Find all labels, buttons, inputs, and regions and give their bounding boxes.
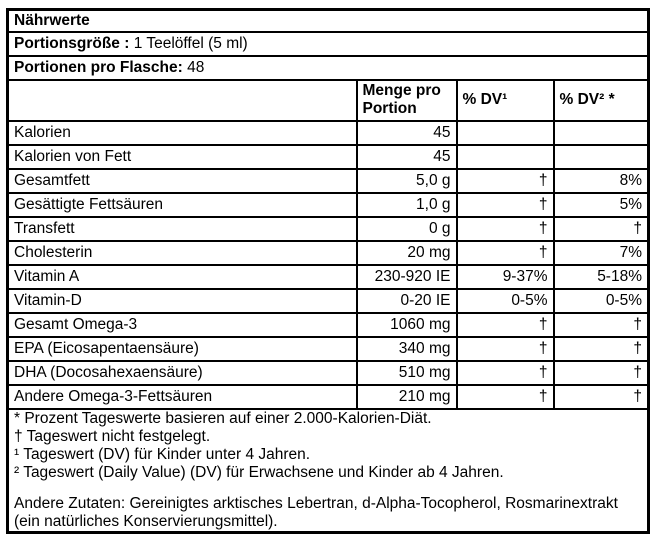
- footnote-dagger: † Tageswert nicht festgelegt.: [14, 427, 211, 445]
- nutrient-dv1: [455, 143, 555, 170]
- nutrient-amount: 1060 mg: [355, 311, 458, 338]
- table-row-epa: EPA (Eicosapentaensäure) 340 mg † †: [6, 335, 650, 362]
- title-cell: Nährwerte: [6, 8, 650, 33]
- table-row-transfett: Transfett 0 g † †: [6, 215, 650, 242]
- nutrient-dv2: †: [552, 383, 650, 410]
- nutrient-dv1: [455, 119, 555, 146]
- serving-size-value: 1 Teelöffel (5 ml): [133, 34, 248, 52]
- nutrient-dv1: †: [455, 167, 555, 194]
- nutrient-name: Andere Omega-3-Fettsäuren: [6, 383, 358, 410]
- table-row-vitamin-a: Vitamin A 230-920 IE 9-37% 5-18%: [6, 263, 650, 290]
- serving-size-label: Portionsgröße :: [14, 34, 130, 52]
- nutrient-dv2: †: [552, 335, 650, 362]
- table-row-kalorien-von-fett: Kalorien von Fett 45: [6, 143, 650, 170]
- serving-size-row: Portionsgröße : 1 Teelöffel (5 ml): [6, 30, 650, 57]
- nutrient-dv1: 9-37%: [455, 263, 555, 290]
- footnote-percent-daily-values: * Prozent Tageswerte basieren auf einer …: [14, 409, 432, 427]
- nutrient-dv1: †: [455, 359, 555, 386]
- servings-per-bottle-label: Portionen pro Flasche:: [14, 58, 183, 76]
- nutrient-dv2: 5-18%: [552, 263, 650, 290]
- nutrient-dv2: [552, 143, 650, 170]
- nutrient-amount: 5,0 g: [355, 167, 458, 194]
- nutrient-dv2: †: [552, 215, 650, 242]
- nutrient-dv2: 7%: [552, 239, 650, 266]
- nutrient-name: Vitamin A: [6, 263, 358, 290]
- table-row-vitamin-d: Vitamin-D 0-20 IE 0-5% 0-5%: [6, 287, 650, 314]
- nutrient-dv2: †: [552, 311, 650, 338]
- nutrient-dv1: 0-5%: [455, 287, 555, 314]
- nutrient-name: Cholesterin: [6, 239, 358, 266]
- nutrition-facts-table: Nährwerte Portionsgröße : 1 Teelöffel (5…: [6, 8, 650, 534]
- table-row-gesaettigte-fettsaeuren: Gesättigte Fettsäuren 1,0 g † 5%: [6, 191, 650, 218]
- nutrient-amount: 45: [355, 143, 458, 170]
- nutrient-amount: 340 mg: [355, 335, 458, 362]
- header-empty-cell: [6, 78, 358, 122]
- nutrient-dv2: 5%: [552, 191, 650, 218]
- nutrient-dv1: †: [455, 215, 555, 242]
- servings-per-bottle-row: Portionen pro Flasche: 48: [6, 54, 650, 81]
- nutrient-amount: 1,0 g: [355, 191, 458, 218]
- nutrient-dv1: †: [455, 311, 555, 338]
- nutrient-name: Gesamtfett: [6, 167, 358, 194]
- nutrient-dv1: †: [455, 335, 555, 362]
- nutrient-dv2: 8%: [552, 167, 650, 194]
- table-row-andere-omega-3: Andere Omega-3-Fettsäuren 210 mg † †: [6, 383, 650, 410]
- footnotes-row: * Prozent Tageswerte basieren auf einer …: [6, 407, 650, 533]
- servings-per-bottle-value: 48: [187, 58, 205, 76]
- header-amount: Menge pro Portion: [355, 78, 458, 122]
- nutrient-name: DHA (Docosahexaensäure): [6, 359, 358, 386]
- page-title: Nährwerte: [14, 11, 90, 29]
- header-dv1: % DV¹: [455, 78, 555, 122]
- table-row-gesamt-omega-3: Gesamt Omega-3 1060 mg † †: [6, 311, 650, 338]
- header-dv2: % DV² *: [552, 78, 650, 122]
- nutrient-name: Vitamin-D: [6, 287, 358, 314]
- nutrient-dv1: †: [455, 383, 555, 410]
- table-row-gesamtfett: Gesamtfett 5,0 g † 8%: [6, 167, 650, 194]
- servings-per-bottle-cell: Portionen pro Flasche: 48: [6, 54, 650, 81]
- other-ingredients: Andere Zutaten: Gereinigtes arktisches L…: [14, 494, 618, 530]
- nutrient-amount: 0-20 IE: [355, 287, 458, 314]
- table-row-cholesterin: Cholesterin 20 mg † 7%: [6, 239, 650, 266]
- nutrient-dv1: †: [455, 191, 555, 218]
- nutrient-dv2: [552, 119, 650, 146]
- nutrient-name: Transfett: [6, 215, 358, 242]
- title-row: Nährwerte: [6, 8, 650, 33]
- footnotes-cell: * Prozent Tageswerte basieren auf einer …: [6, 407, 650, 533]
- nutrient-amount: 210 mg: [355, 383, 458, 410]
- nutrient-name: EPA (Eicosapentaensäure): [6, 335, 358, 362]
- nutrient-name: Gesättigte Fettsäuren: [6, 191, 358, 218]
- footnote-dv-children: ¹ Tageswert (DV) für Kinder unter 4 Jahr…: [14, 445, 311, 463]
- footnote-dv-adults: ² Tageswert (Daily Value) (DV) für Erwac…: [14, 463, 504, 481]
- nutrient-amount: 20 mg: [355, 239, 458, 266]
- nutrient-amount: 230-920 IE: [355, 263, 458, 290]
- nutrient-amount: 0 g: [355, 215, 458, 242]
- nutrient-amount: 45: [355, 119, 458, 146]
- nutrient-name: Gesamt Omega-3: [6, 311, 358, 338]
- nutrient-dv2: †: [552, 359, 650, 386]
- table-row-dha: DHA (Docosahexaensäure) 510 mg † †: [6, 359, 650, 386]
- nutrient-name: Kalorien: [6, 119, 358, 146]
- table-row-kalorien: Kalorien 45: [6, 119, 650, 146]
- column-header-row: Menge pro Portion % DV¹ % DV² *: [6, 78, 650, 122]
- nutrient-name: Kalorien von Fett: [6, 143, 358, 170]
- nutrition-label: Nährwerte Portionsgröße : 1 Teelöffel (5…: [6, 8, 650, 534]
- footnote-spacer: [14, 482, 642, 495]
- nutrient-dv2: 0-5%: [552, 287, 650, 314]
- nutrient-dv1: †: [455, 239, 555, 266]
- serving-size-cell: Portionsgröße : 1 Teelöffel (5 ml): [6, 30, 650, 57]
- nutrient-amount: 510 mg: [355, 359, 458, 386]
